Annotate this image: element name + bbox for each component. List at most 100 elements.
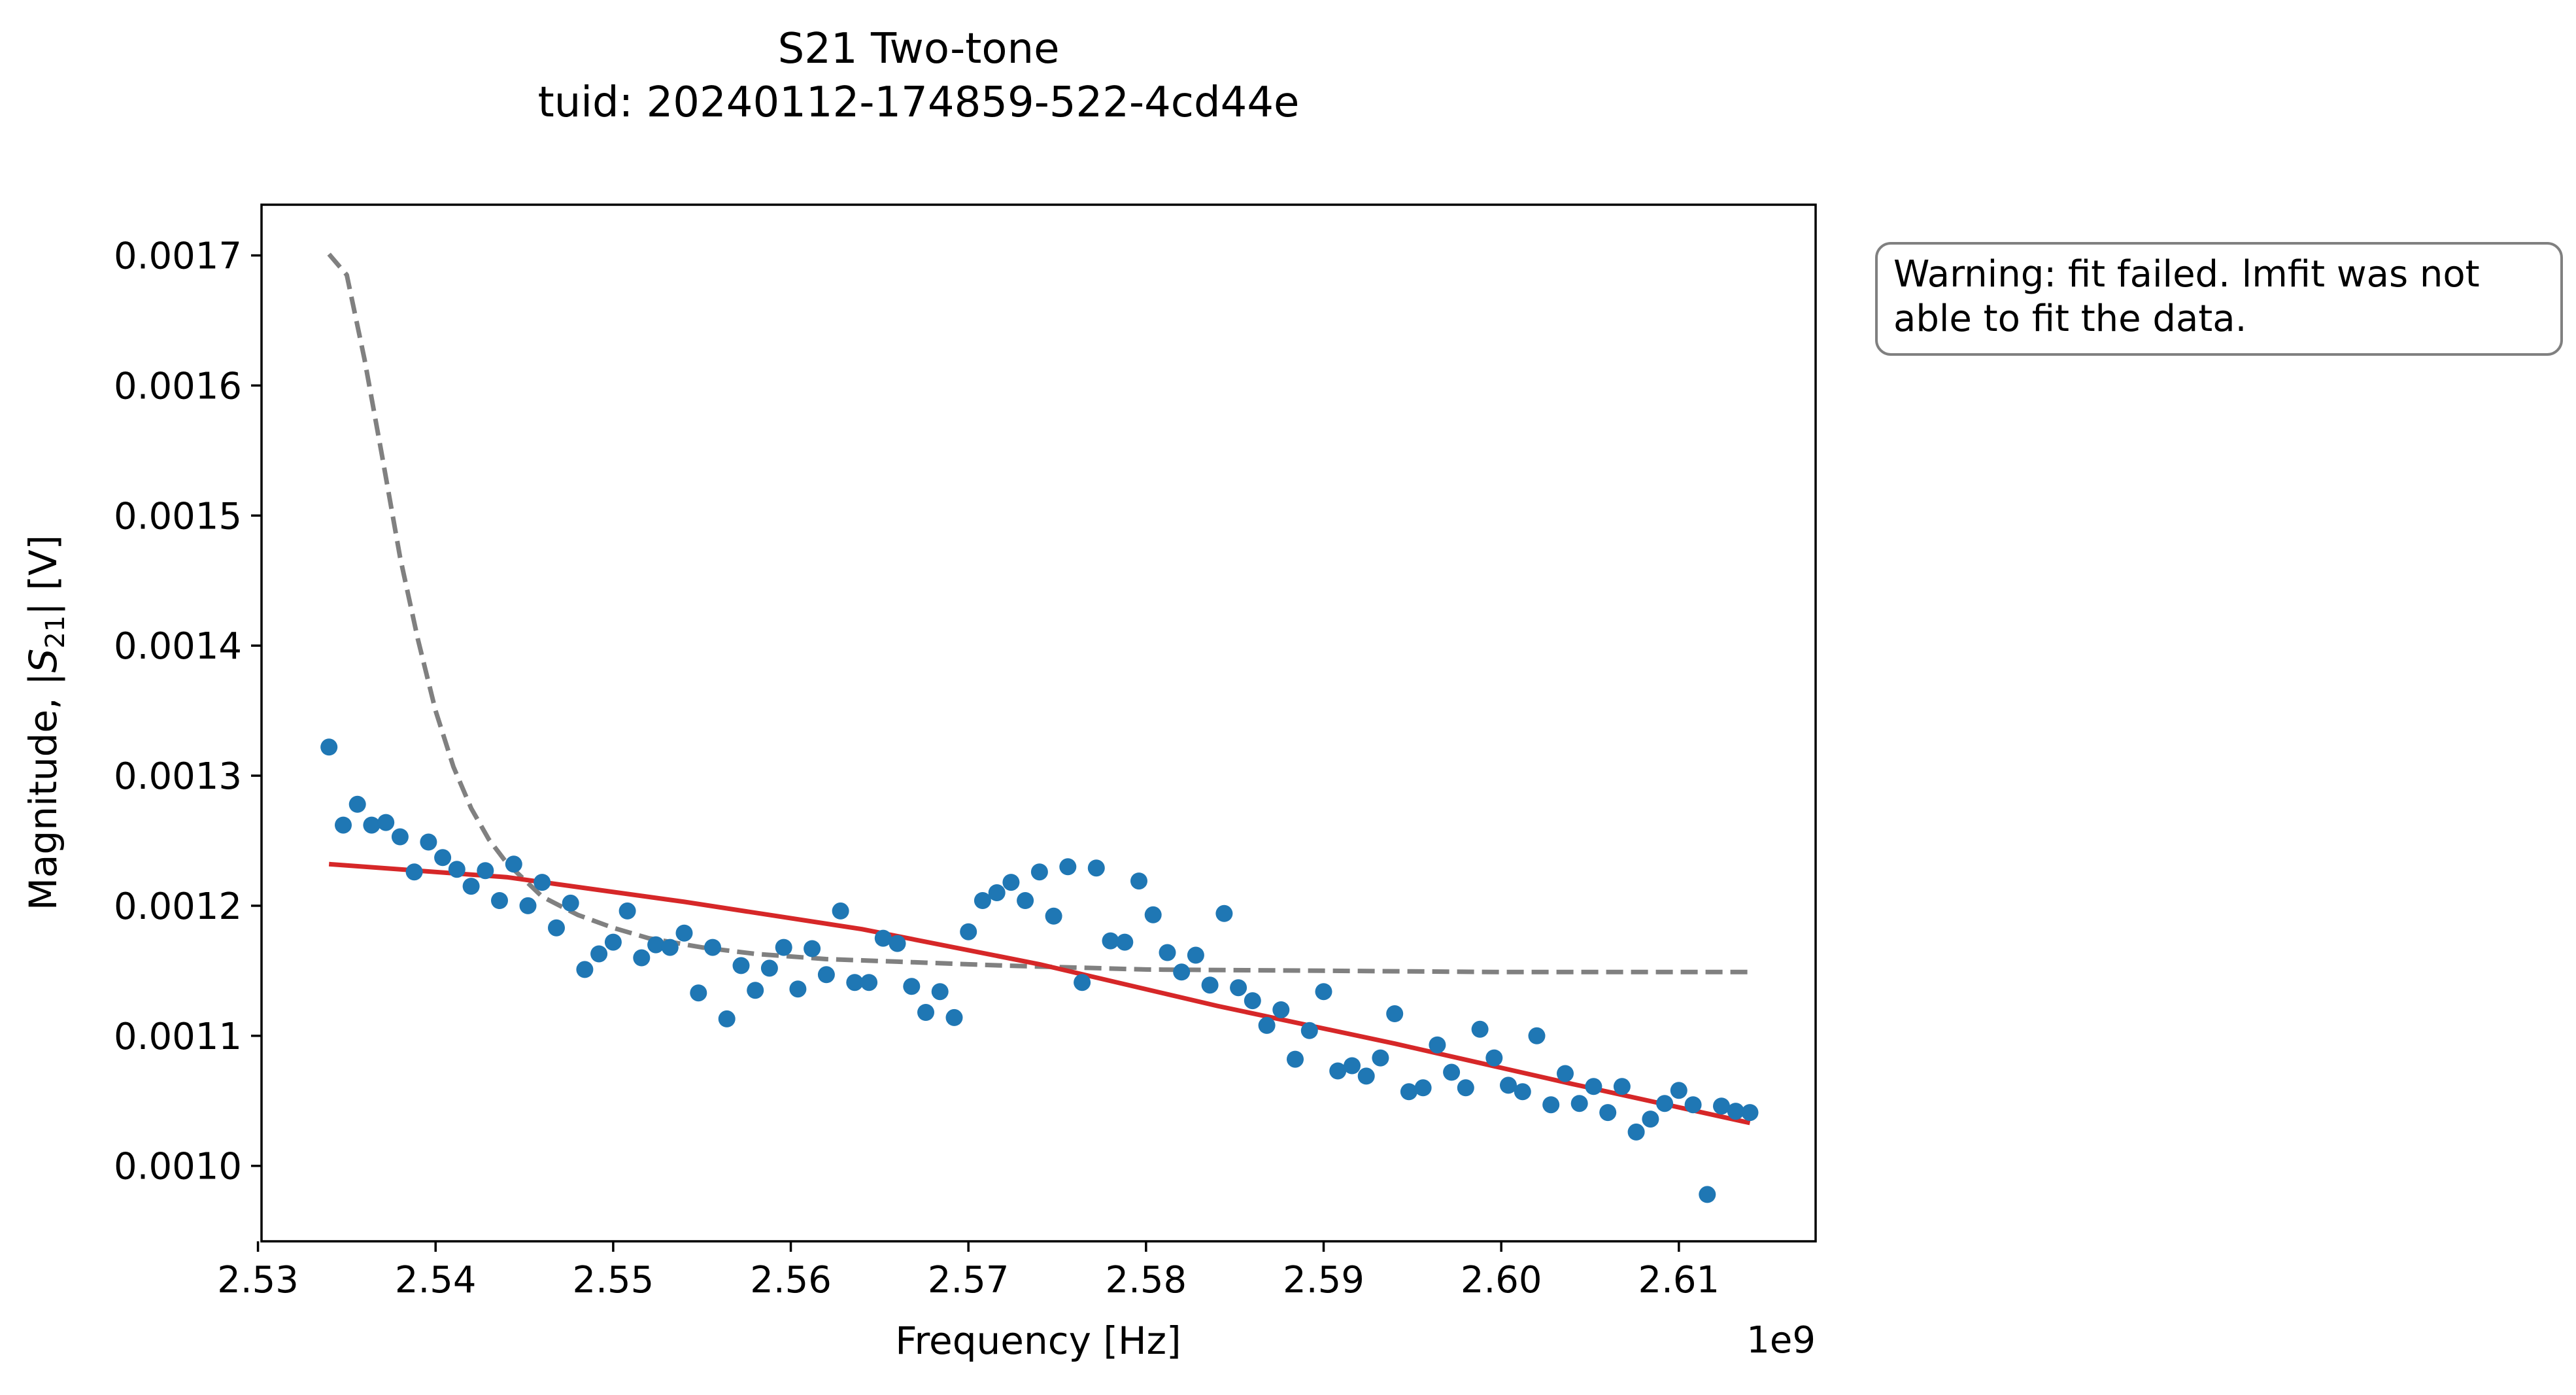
data-point [889,935,906,952]
x-tick-label: 2.60 [1461,1259,1542,1301]
data-point [1329,1062,1347,1080]
data-point [690,984,707,1002]
data-point [391,828,409,846]
data-point [1187,946,1204,964]
data-point [1102,932,1119,950]
data-point [1300,1022,1318,1039]
x-axis-label: Frequency [Hz] [895,1318,1181,1363]
y-axis-label-suffix: | [V] [21,535,65,615]
data-point [718,1010,736,1027]
data-point [874,929,892,947]
data-point [1599,1104,1617,1122]
data-point [477,862,494,880]
warning-annotation-line1: Warning: fit failed. lmfit was not [1893,253,2480,296]
data-point [448,861,466,878]
data-point [1144,906,1162,923]
y-axis-label: Magnitude, |S21| [V] [21,535,71,910]
x-tick-label: 2.53 [217,1259,299,1301]
chart-title-line2: tuid: 20240112-174859-522-4cd44e [538,78,1300,127]
data-point [832,902,849,920]
y-axis-label-symbol: S [21,649,65,673]
data-point [1713,1097,1730,1115]
data-point [320,738,338,756]
data-point [1059,858,1077,876]
x-tick-label: 2.54 [395,1259,477,1301]
data-point [1201,976,1219,994]
data-point [1344,1057,1361,1075]
data-point [491,892,508,909]
data-point [1542,1096,1560,1114]
data-point [1272,1001,1290,1018]
x-axis-offset-label: 1e9 [1746,1319,1816,1362]
data-point [804,940,821,957]
data-point [1244,992,1261,1010]
data-point [420,833,437,851]
data-point [732,957,750,974]
data-point [434,849,452,867]
data-point [1258,1016,1276,1034]
chart-title-line1: S21 Two-tone [778,25,1060,73]
data-point [1699,1186,1716,1203]
fit-curve [328,861,1751,1126]
x-tick-label: 2.59 [1283,1259,1364,1301]
plot-area [262,205,1816,1241]
data-point [1741,1104,1759,1122]
x-tick-label: 2.58 [1106,1259,1187,1301]
data-point [1557,1065,1574,1082]
data-point [1570,1095,1588,1112]
data-point [1443,1063,1461,1081]
data-point [860,974,878,991]
data-point [1017,892,1034,909]
data-point [633,949,651,967]
data-point [1457,1079,1474,1097]
data-point [1585,1078,1602,1095]
data-point [1372,1049,1389,1067]
data-point [931,983,949,1001]
data-point [704,939,721,956]
data-point [377,814,395,831]
data-point [1613,1078,1631,1095]
data-point [1386,1005,1404,1022]
data-point [1116,933,1134,951]
data-point [1087,859,1105,877]
data-point [988,884,1006,901]
data-point [1230,979,1247,997]
data-point [1471,1020,1489,1038]
data-point [348,795,366,813]
x-tick-label: 2.55 [573,1259,654,1301]
data-point [1642,1111,1659,1128]
data-point [974,892,991,909]
data-point [405,863,423,881]
data-point [1727,1103,1744,1120]
data-point [548,919,565,937]
data-point [775,939,792,956]
x-axis-ticks: 2.53 2.54 2.55 2.56 2.57 2.58 2.59 2.60 2.61 [217,1241,1720,1301]
y-tick-label: 0.0014 [114,625,242,668]
data-point [562,894,579,912]
data-point [1315,983,1332,1001]
y-axis-label-prefix: Magnitude, | [21,672,65,910]
data-point [590,945,608,963]
fit-curve-layer [328,861,1751,1126]
data-point [917,1004,934,1021]
y-tick-label: 0.0012 [114,886,242,928]
data-point [1656,1095,1674,1112]
warning-annotation-box [1875,242,2563,356]
data-point [519,897,537,914]
data-point [1030,863,1048,881]
data-point [903,978,921,995]
data-point [604,933,622,951]
x-tick-label: 2.57 [928,1259,1009,1301]
data-point [1002,874,1020,891]
data-point [534,874,551,891]
data-point [505,855,522,873]
data-point [1159,944,1176,961]
data-point [1670,1082,1687,1099]
data-point [1500,1076,1517,1094]
data-point [1173,963,1191,981]
data-point [335,816,352,834]
data-point [1074,974,1091,991]
guess-curve-layer [327,252,1750,974]
guess-curve [327,252,1750,974]
